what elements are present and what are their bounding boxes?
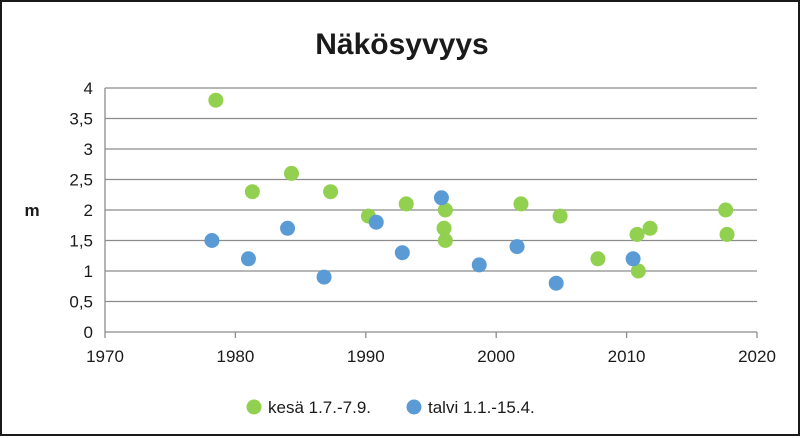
- series-winter: [204, 190, 641, 291]
- legend-marker: [406, 399, 422, 415]
- legend-item: kesä 1.7.-7.9.: [246, 398, 371, 417]
- data-point: [240, 251, 256, 267]
- axis-ticks: 0 0,5 1 1,5 2 2,5 3 3,5 4 1970 1980 1990 2000 2010 202…: [69, 79, 776, 366]
- legend: kesä 1.7.-7.9. talvi 1.1.-15.4.: [246, 398, 535, 417]
- y-tick-label: 0: [84, 323, 93, 342]
- data-point: [552, 208, 568, 224]
- data-point: [323, 184, 339, 200]
- data-point: [283, 165, 299, 181]
- data-point: [719, 226, 735, 242]
- y-tick-label: 2: [84, 201, 93, 220]
- x-tick-label: 2000: [477, 347, 515, 366]
- data-point: [630, 263, 646, 279]
- data-point: [394, 245, 410, 261]
- data-point: [316, 269, 332, 285]
- data-point: [436, 220, 452, 236]
- y-tick-label: 3,5: [69, 110, 93, 129]
- data-point: [437, 202, 453, 218]
- data-point: [437, 233, 453, 248]
- data-point: [718, 202, 734, 218]
- y-tick-label: 1: [84, 262, 93, 281]
- data-point: [204, 233, 220, 248]
- legend-marker: [246, 399, 262, 415]
- data-point: [208, 92, 224, 108]
- x-tick-label: 2020: [738, 347, 776, 366]
- y-axis-label: m: [24, 201, 39, 220]
- data-point: [368, 214, 384, 230]
- x-tick-label: 1980: [216, 347, 254, 366]
- data-points: [204, 92, 735, 291]
- legend-item: talvi 1.1.-15.4.: [406, 398, 535, 417]
- data-point: [548, 275, 564, 291]
- x-tick-label: 1990: [347, 347, 385, 366]
- chart-title: Näkösyvyys: [315, 28, 488, 61]
- y-tick-label: 3: [84, 140, 93, 159]
- y-tick-label: 4: [84, 79, 93, 98]
- data-point: [590, 251, 606, 267]
- y-tick-label: 1,5: [69, 232, 93, 251]
- series-summer: [208, 92, 735, 279]
- data-point: [433, 190, 449, 206]
- data-point: [642, 220, 658, 236]
- data-point: [629, 226, 645, 242]
- x-tick-label: 1970: [86, 347, 124, 366]
- data-point: [280, 220, 296, 236]
- data-point: [625, 251, 641, 267]
- y-tick-label: 2,5: [69, 171, 93, 190]
- legend-label: kesä 1.7.-7.9.: [268, 398, 371, 417]
- legend-label: talvi 1.1.-15.4.: [428, 398, 535, 417]
- data-point: [471, 257, 487, 273]
- x-tick-label: 2010: [608, 347, 646, 366]
- gridlines: [104, 87, 758, 338]
- data-point: [398, 196, 414, 212]
- data-point: [509, 239, 525, 255]
- data-point: [513, 196, 529, 212]
- data-point: [244, 184, 260, 200]
- y-tick-label: 0,5: [69, 293, 93, 312]
